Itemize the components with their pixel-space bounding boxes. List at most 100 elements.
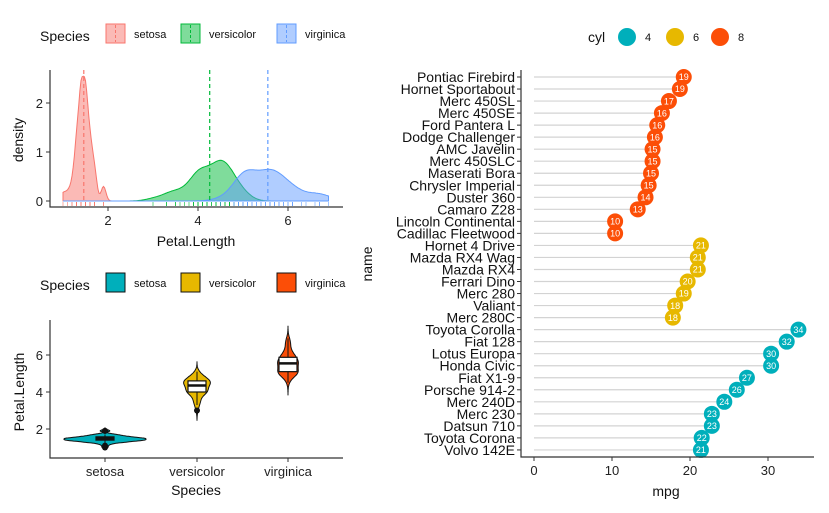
dot-label: 30 [766,361,776,371]
dot-chart: Pontiac Firebird 19 Hornet Sportabout 19 Mer… [396,69,814,478]
y-tick-label: Chrysler Imperial [409,177,515,193]
dot-label: 16 [650,132,660,142]
axes [49,70,343,208]
x-tick-label: 0 [530,463,537,478]
x-tick-label: 30 [761,463,775,478]
y-tick-label: Dodge Challenger [402,129,515,145]
dot-Merc 240D [716,393,733,410]
dot-label: 26 [732,385,742,395]
dot-Honda Civic [763,357,780,374]
y-tick-label: Duster 360 [447,189,516,205]
legend-key-setosa [105,272,126,293]
legend-title: cyl [588,29,605,45]
dot-label: 19 [679,289,689,299]
dot-label: 10 [610,217,620,227]
legend-label-versicolor: versicolor [209,278,256,290]
dot-Fiat 128 [778,333,795,350]
dot-Maserati Bora [643,165,659,182]
y-tick-label: Mazda RX4 [442,261,515,277]
dot-Lotus Europa [763,345,780,362]
dot-Merc 450SE [653,105,670,122]
y-tick-label: Fiat X1-9 [458,370,515,386]
y-tick-label: Pontiac Firebird [417,69,515,85]
y-tick-label: Merc 280 [457,286,516,302]
dot-Dodge Challenger [646,129,663,146]
violin-legend: Species setosa versicolor virginica [40,272,346,293]
legend-key-virginica [276,23,297,44]
legend-key-cyl-6 [666,28,684,46]
dot-Duster 360 [637,189,654,206]
y-tick-label: Volvo 142E [444,442,515,458]
y-tick-label: Honda Civic [440,358,515,374]
dot-Mazda RX4 Wag [689,249,706,266]
y-tick-label: 0 [36,194,43,209]
y-tick-label: Toyota Corona [424,430,515,446]
y-tick-label: 6 [36,348,43,363]
dot-label: 18 [670,301,680,311]
y-tick-label: Fiat 128 [464,334,515,350]
dot-AMC Javelin [644,141,661,158]
legend-label-setosa: setosa [134,278,167,290]
legend-title: Species [40,28,90,44]
x-axis-label: Species [171,482,221,498]
dot-label: 13 [633,205,643,215]
legend-label-virginica: virginica [305,278,346,290]
y-tick-label: Cadillac Fleetwood [397,225,515,241]
y-axis-label: density [10,118,26,162]
dot-label: 30 [766,349,776,359]
y-tick-label: Merc 280C [447,310,515,326]
dot-Merc 230 [703,405,720,422]
density-legend: Species setosa versicolor virginica [40,23,346,44]
dot-Porsche 914-2 [728,381,745,398]
dot-Merc 450SL [660,93,677,110]
dot-label: 32 [782,337,792,347]
legend-key-virginica [276,272,297,293]
dot-Pontiac Firebird [675,69,692,85]
dot-label: 27 [742,373,752,383]
violin-plot: 2 4 6 setosa versicolor virginica [36,320,343,479]
y-axis-label: Petal.Length [11,353,27,432]
legend-key-versicolor [180,272,201,293]
y-tick-label: 2 [36,96,43,111]
y-tick-label: Mazda RX4 Wag [410,249,515,265]
dot-Merc 450SLC [644,153,661,170]
dot-Merc 280 [675,285,692,302]
y-tick-label: Valiant [473,298,515,314]
axes [520,70,814,458]
y-tick-label: 2 [36,422,43,437]
y-tick-label: Hornet 4 Drive [425,237,515,253]
dot-label: 14 [641,193,651,203]
y-tick-label: Merc 230 [457,406,516,422]
dot-label: 34 [793,325,803,335]
dot-label: 16 [652,120,662,130]
dot-label: 19 [675,84,685,94]
y-tick-label: AMC Javelin [436,141,515,157]
dot-label: 21 [693,253,703,263]
x-tick-label: 6 [284,213,291,228]
y-tick-label: Merc 450SL [440,93,516,109]
dot-Toyota Corolla [790,321,807,338]
dot-label: 18 [668,313,678,323]
dot-Camaro Z28 [629,201,646,218]
dot-label: 21 [693,265,703,275]
legend-label-cyl-8: 8 [738,32,744,44]
dot-Cadillac Fleetwood [607,225,624,242]
y-tick-label: Porsche 914-2 [424,382,515,398]
legend-key-setosa [105,23,126,44]
legend-title: Species [40,277,90,293]
x-tick-label: 20 [683,463,697,478]
dot-Merc 280C [664,309,681,326]
dot-label: 23 [707,409,717,419]
outlier-point [194,407,200,414]
y-tick-label: Ford Pantera L [422,117,516,133]
dot-label: 15 [644,180,654,190]
y-tick-label: Ferrari Dino [441,274,515,290]
dot-Volvo 142E [692,441,709,458]
legend-key-cyl-4 [618,28,636,46]
dot-label: 15 [648,144,658,154]
dot-Lincoln Continental [607,213,624,230]
y-tick-label: Hornet Sportabout [401,81,516,97]
dot-Fiat X1-9 [738,369,755,386]
cyl-legend: cyl 4 6 8 [588,28,744,46]
